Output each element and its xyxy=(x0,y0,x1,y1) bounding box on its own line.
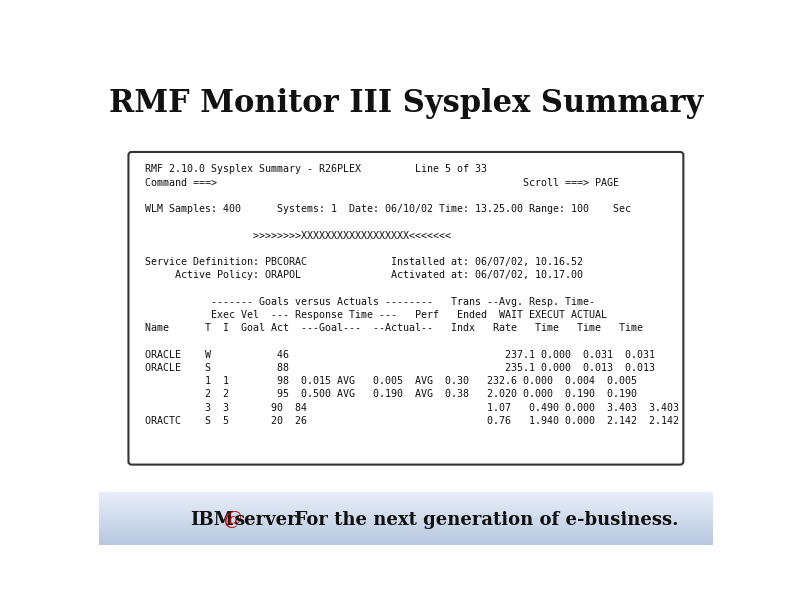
Text: ------- Goals versus Actuals --------   Trans --Avg. Resp. Time-: ------- Goals versus Actuals -------- Tr… xyxy=(139,297,596,307)
Text: 3  3       90  84                              1.07   0.490 0.000  3.403  3.403: 3 3 90 84 1.07 0.490 0.000 3.403 3.403 xyxy=(139,403,680,412)
Bar xyxy=(99,498,713,499)
Bar xyxy=(99,494,713,495)
Bar xyxy=(99,539,713,540)
Bar xyxy=(99,517,713,518)
Bar xyxy=(99,532,713,533)
Bar xyxy=(99,543,713,544)
Bar xyxy=(99,493,713,494)
Bar xyxy=(99,514,713,515)
Text: ORACLE    S           88                                    235.1 0.000  0.013  : ORACLE S 88 235.1 0.000 0.013 xyxy=(139,363,655,373)
FancyBboxPatch shape xyxy=(128,152,683,465)
Bar xyxy=(99,496,713,497)
Bar xyxy=(99,501,713,502)
Bar xyxy=(99,521,713,523)
Bar xyxy=(99,536,713,537)
Bar xyxy=(99,511,713,512)
Bar xyxy=(99,535,713,536)
Text: 1  1        98  0.015 AVG   0.005  AVG  0.30   232.6 0.000  0.004  0.005: 1 1 98 0.015 AVG 0.005 AVG 0.30 232.6 0.… xyxy=(139,376,638,386)
Text: Active Policy: ORAPOL               Activated at: 06/07/02, 10.17.00: Active Policy: ORAPOL Activated at: 06/0… xyxy=(139,271,583,280)
Bar xyxy=(99,524,713,526)
Text: ORACLE    W           46                                    237.1 0.000  0.031  : ORACLE W 46 237.1 0.000 0.031 xyxy=(139,349,655,360)
Text: server.: server. xyxy=(234,511,301,529)
Text: Service Definition: PBCORAC              Installed at: 06/07/02, 10.16.52: Service Definition: PBCORAC Installed at… xyxy=(139,257,583,267)
Bar xyxy=(99,505,713,506)
Bar xyxy=(99,512,713,513)
Bar xyxy=(99,519,713,520)
Bar xyxy=(99,495,713,496)
Bar xyxy=(99,510,713,511)
Text: ORACTC    S  5       20  26                              0.76   1.940 0.000  2.1: ORACTC S 5 20 26 0.76 1.940 0.000 2.1 xyxy=(139,416,680,426)
Bar xyxy=(99,508,713,509)
Bar xyxy=(99,534,713,535)
Bar xyxy=(99,530,713,531)
Text: RMF Monitor III Sysplex Summary: RMF Monitor III Sysplex Summary xyxy=(109,88,703,119)
Bar xyxy=(99,506,713,507)
Bar xyxy=(99,544,713,545)
Text: Exec Vel  --- Response Time ---   Perf   Ended  WAIT EXECUT ACTUAL: Exec Vel --- Response Time --- Perf Ende… xyxy=(139,310,607,320)
Text: Name      T  I  Goal Act  ---Goal---  --Actual--   Indx   Rate   Time   Time   T: Name T I Goal Act ---Goal--- --Actual-- … xyxy=(139,323,643,333)
Bar xyxy=(99,526,713,527)
Bar xyxy=(99,518,713,519)
Bar xyxy=(99,520,713,521)
Text: @: @ xyxy=(223,511,241,529)
Text: >>>>>>>>XXXXXXXXXXXXXXXXXX<<<<<<<: >>>>>>>>XXXXXXXXXXXXXXXXXX<<<<<<< xyxy=(139,231,451,241)
Bar xyxy=(99,541,713,542)
Bar xyxy=(99,527,713,528)
Text: Command ===>                                                   Scroll ===> PAGE: Command ===> Scroll ===> PAGE xyxy=(139,177,619,187)
Bar xyxy=(99,507,713,508)
Bar xyxy=(99,528,713,529)
Bar xyxy=(99,542,713,543)
Bar xyxy=(99,515,713,516)
Bar xyxy=(99,533,713,534)
Bar xyxy=(99,497,713,498)
Bar xyxy=(99,500,713,501)
Bar xyxy=(99,502,713,503)
Bar xyxy=(99,492,713,493)
Bar xyxy=(99,538,713,539)
Text: RMF 2.10.0 Sysplex Summary - R26PLEX         Line 5 of 33: RMF 2.10.0 Sysplex Summary - R26PLEX Lin… xyxy=(139,164,487,174)
Bar xyxy=(99,516,713,517)
Bar xyxy=(99,540,713,541)
Bar xyxy=(99,499,713,500)
Text: IBM: IBM xyxy=(190,511,234,529)
Bar xyxy=(99,529,713,530)
Bar xyxy=(99,513,713,514)
Text: For the next generation of e-business.: For the next generation of e-business. xyxy=(282,511,679,529)
Text: 2  2        95  0.500 AVG   0.190  AVG  0.38   2.020 0.000  0.190  0.190: 2 2 95 0.500 AVG 0.190 AVG 0.38 2.020 0.… xyxy=(139,389,638,400)
Text: WLM Samples: 400      Systems: 1  Date: 06/10/02 Time: 13.25.00 Range: 100    Se: WLM Samples: 400 Systems: 1 Date: 06/10/… xyxy=(139,204,631,214)
Bar xyxy=(99,504,713,505)
Bar xyxy=(99,503,713,504)
Bar xyxy=(99,523,713,524)
Bar xyxy=(99,537,713,538)
Bar xyxy=(99,509,713,510)
Bar xyxy=(99,531,713,532)
